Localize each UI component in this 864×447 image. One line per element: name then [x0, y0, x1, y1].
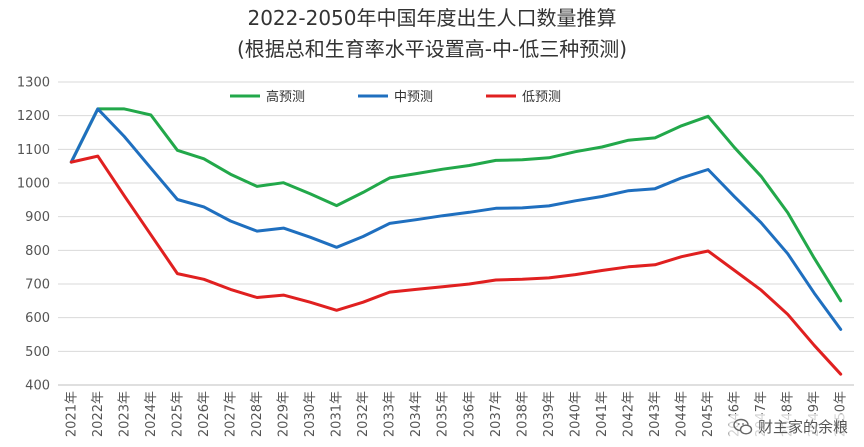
- x-tick-label: 2026年: [197, 391, 212, 437]
- y-tick-label: 1200: [17, 109, 50, 124]
- x-tick-label: 2038年: [515, 391, 530, 437]
- x-tick-label: 2025年: [170, 391, 185, 437]
- y-tick-label: 500: [25, 345, 50, 360]
- y-tick-label: 600: [25, 311, 50, 326]
- x-tick-label: 2022年: [91, 391, 106, 437]
- legend-label: 高预测: [266, 89, 305, 105]
- y-tick-label: 700: [25, 278, 50, 293]
- y-tick-label: 900: [25, 210, 50, 225]
- chart-subtitle: (根据总和生育率水平设置高-中-低三种预测): [237, 37, 627, 61]
- x-axis: 2021年 2022年 2023年 2024年 2025年 2026年 2027年 2028年…: [64, 391, 848, 437]
- x-tick-label: 2024年: [144, 391, 159, 437]
- y-tick-label: 1100: [17, 143, 50, 158]
- legend: 高预测 中预测 低预测: [230, 89, 561, 105]
- x-tick-label: 2045年: [701, 391, 716, 437]
- y-tick-label: 400: [25, 379, 50, 394]
- x-tick-label: 2040年: [568, 391, 583, 437]
- series-line: [69, 154, 843, 376]
- x-tick-label: 2032年: [356, 391, 371, 437]
- x-tick-label: 2033年: [383, 391, 398, 437]
- series-lines: [69, 107, 843, 376]
- x-tick-label: 2023年: [117, 391, 132, 437]
- x-tick-label: 2030年: [303, 391, 318, 437]
- y-tick-label: 800: [25, 244, 50, 259]
- chart-title: 2022-2050年中国年度出生人口数量推算: [247, 6, 616, 30]
- x-tick-label: 2021年: [64, 391, 79, 437]
- legend-label: 中预测: [394, 90, 433, 105]
- y-axis: 400 500 600 700 800 900 1000 1100 1200 1300: [17, 76, 50, 394]
- y-tick-label: 1300: [17, 76, 50, 91]
- watermark-text: 财主家的余粮: [757, 418, 848, 436]
- x-tick-label: 2031年: [330, 391, 345, 437]
- x-tick-label: 2044年: [675, 391, 690, 437]
- x-tick-label: 2036年: [462, 391, 477, 437]
- x-tick-label: 2041年: [595, 391, 610, 437]
- y-tick-label: 1000: [17, 177, 50, 192]
- x-tick-label: 2043年: [648, 391, 663, 437]
- x-tick-label: 2042年: [621, 391, 636, 437]
- x-tick-label: 2039年: [542, 391, 557, 437]
- wechat-icon: [733, 418, 753, 435]
- gridlines: [58, 81, 854, 386]
- x-tick-label: 2028年: [250, 391, 265, 437]
- watermark: 财主家的余粮: [728, 414, 852, 439]
- x-tick-label: 2029年: [277, 391, 292, 437]
- x-tick-label: 2034年: [409, 391, 424, 437]
- x-tick-label: 2027年: [223, 391, 238, 437]
- series-line: [69, 107, 843, 331]
- series-line: [69, 107, 843, 303]
- x-tick-label: 2037年: [489, 391, 504, 437]
- x-tick-label: 2035年: [436, 391, 451, 437]
- legend-label: 低预测: [522, 90, 561, 105]
